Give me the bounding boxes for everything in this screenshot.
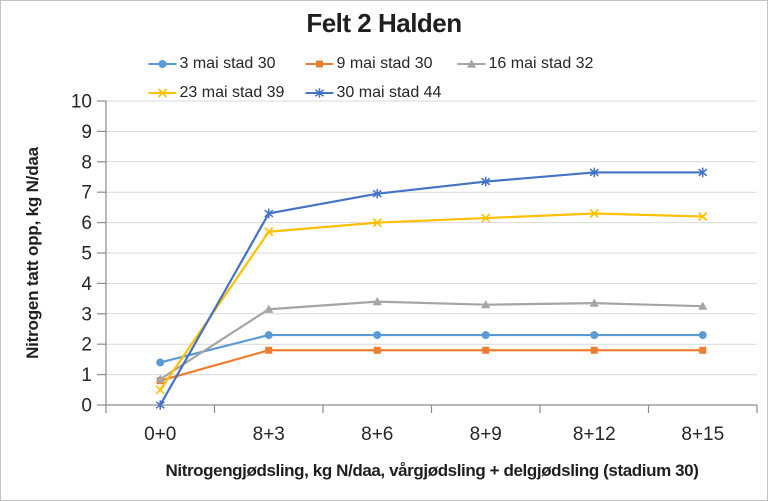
data-point-marker xyxy=(265,346,273,354)
x-tick-label: 8+3 xyxy=(253,424,285,445)
x-axis-title: Nitrogengjødsling, kg N/daa, vårgjødslin… xyxy=(165,461,699,480)
y-tick-label: 2 xyxy=(81,335,92,356)
data-point-marker xyxy=(157,87,168,98)
data-point-marker xyxy=(372,188,382,199)
y-tick-label: 5 xyxy=(81,244,92,265)
legend-item-3-mai-stad-30: 3 mai stad 30 xyxy=(148,50,306,77)
data-point-marker xyxy=(373,346,381,354)
data-point-marker xyxy=(482,346,490,354)
y-tick-label: 10 xyxy=(71,92,92,113)
data-point-marker xyxy=(314,87,325,98)
series-line-23-mai-stad-39 xyxy=(159,212,703,391)
x-tick-label: 8+6 xyxy=(361,424,393,445)
series-line-9-mai-stad-30 xyxy=(159,349,703,382)
series-line-30-mai-stad-44 xyxy=(159,171,703,406)
y-tick-label: 0 xyxy=(81,396,92,417)
data-point-marker xyxy=(264,331,273,340)
data-point-marker xyxy=(158,59,167,68)
series-line-16-mai-stad-32 xyxy=(159,300,703,381)
data-point-marker xyxy=(698,167,708,178)
x-tick-label: 8+9 xyxy=(470,424,502,445)
legend-marker-icon xyxy=(148,59,177,68)
legend-item-label: 16 mai stad 32 xyxy=(488,54,594,72)
legend-marker-icon xyxy=(305,60,334,67)
legend-item-label: 30 mai stad 44 xyxy=(336,83,442,101)
data-point-marker xyxy=(698,211,708,222)
series-line-3-mai-stad-30 xyxy=(159,333,703,364)
y-tick-label: 3 xyxy=(81,304,92,325)
data-point-marker xyxy=(264,304,274,313)
legend-item-30-mai-stad-44: 30 mai stad 44 xyxy=(305,79,458,106)
legend-item-label: 3 mai stad 30 xyxy=(179,54,276,72)
data-point-marker xyxy=(698,301,708,310)
data-point-marker xyxy=(316,60,323,67)
legend-item-label: 23 mai stad 39 xyxy=(179,83,285,101)
legend-item-16-mai-stad-32: 16 mai stad 32 xyxy=(457,50,620,77)
legend-item-label: 9 mai stad 30 xyxy=(336,54,433,72)
data-point-marker xyxy=(372,217,382,228)
data-point-marker xyxy=(589,208,599,219)
chart-title: Felt 2 Halden xyxy=(306,8,462,38)
data-point-marker xyxy=(264,208,274,219)
legend-marker-icon xyxy=(457,58,486,68)
legend-marker-icon xyxy=(305,87,334,98)
data-point-marker xyxy=(155,385,165,395)
data-point-marker xyxy=(155,374,165,383)
data-point-marker xyxy=(372,297,382,306)
data-point-marker xyxy=(481,176,491,187)
y-tick-label: 7 xyxy=(81,183,92,204)
data-point-marker xyxy=(481,300,491,309)
y-tick-label: 8 xyxy=(81,152,92,173)
data-point-marker xyxy=(590,331,599,340)
data-point-marker xyxy=(264,227,274,237)
data-point-marker xyxy=(481,331,490,340)
y-tick-label: 1 xyxy=(81,365,92,386)
data-point-marker xyxy=(589,167,599,178)
x-tick-label: 8+15 xyxy=(681,424,724,445)
data-point-marker xyxy=(698,331,707,340)
legend-marker-icon xyxy=(148,87,177,98)
data-point-marker xyxy=(466,58,477,68)
data-point-marker xyxy=(699,346,707,354)
legend-item-23-mai-stad-39: 23 mai stad 39 xyxy=(148,79,306,106)
x-tick-label: 8+12 xyxy=(573,424,616,445)
data-point-marker xyxy=(481,213,491,223)
legend-item-9-mai-stad-30: 9 mai stad 30 xyxy=(305,50,458,77)
y-tick-label: 9 xyxy=(81,122,92,143)
data-point-marker xyxy=(589,298,599,307)
data-point-marker xyxy=(373,331,382,340)
y-tick-label: 6 xyxy=(81,213,92,234)
x-tick-label: 0+0 xyxy=(144,424,176,445)
chart-legend: 3 mai stad 30 9 mai stad 30 16 mai stad 32… xyxy=(148,50,620,106)
data-point-marker xyxy=(590,346,598,354)
data-point-marker xyxy=(155,400,165,410)
data-point-marker xyxy=(156,358,165,367)
y-tick-label: 4 xyxy=(81,274,92,295)
